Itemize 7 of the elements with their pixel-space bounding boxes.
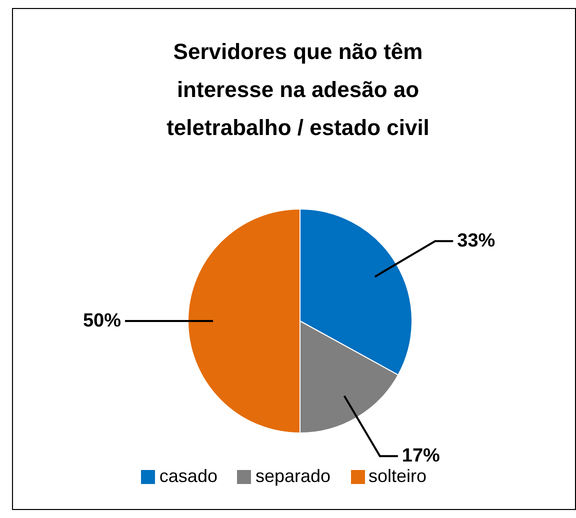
legend-label: separado xyxy=(255,466,331,486)
chart-title: Servidores que não têm interesse na adesão ao teletrabalho / estado civil xyxy=(166,38,430,142)
legend-label: solteiro xyxy=(368,466,427,486)
data-label: 50% xyxy=(82,310,122,332)
legend-label: casado xyxy=(159,466,218,486)
data-label: 33% xyxy=(457,230,496,252)
data-label: 17% xyxy=(402,446,440,467)
